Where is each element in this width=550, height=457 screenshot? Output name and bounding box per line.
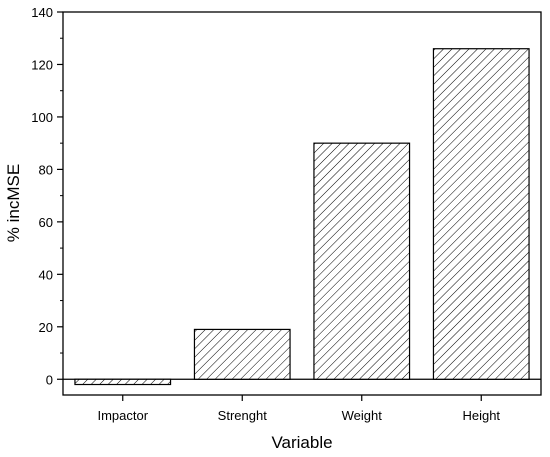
bar-height <box>432 48 530 380</box>
y-tick-label: 80 <box>39 162 53 177</box>
y-tick-label: 120 <box>31 57 53 72</box>
plot-frame <box>62 11 542 396</box>
y-tick-label: 60 <box>39 215 53 230</box>
bars-group <box>74 48 530 386</box>
y-tick-label: 0 <box>46 372 53 387</box>
y-tick-label: 140 <box>31 5 53 20</box>
x-tick-label: Height <box>462 408 500 423</box>
y-axis: 0 20 40 60 80 100 120 140 <box>31 5 63 387</box>
bar-weight <box>313 142 411 380</box>
bar-impactor <box>74 378 172 386</box>
y-tick-label: 100 <box>31 110 53 125</box>
x-tick-label: Impactor <box>97 408 148 423</box>
y-axis-title: % incMSE <box>4 164 23 242</box>
y-tick-label: 40 <box>39 267 53 282</box>
x-tick-label: Strenght <box>218 408 268 423</box>
x-axis: Impactor Strenght Weight Height <box>97 395 500 423</box>
bar-strenght <box>193 328 291 380</box>
x-axis-title: Variable <box>271 433 332 452</box>
x-tick-label: Weight <box>342 408 383 423</box>
y-tick-label: 20 <box>39 320 53 335</box>
